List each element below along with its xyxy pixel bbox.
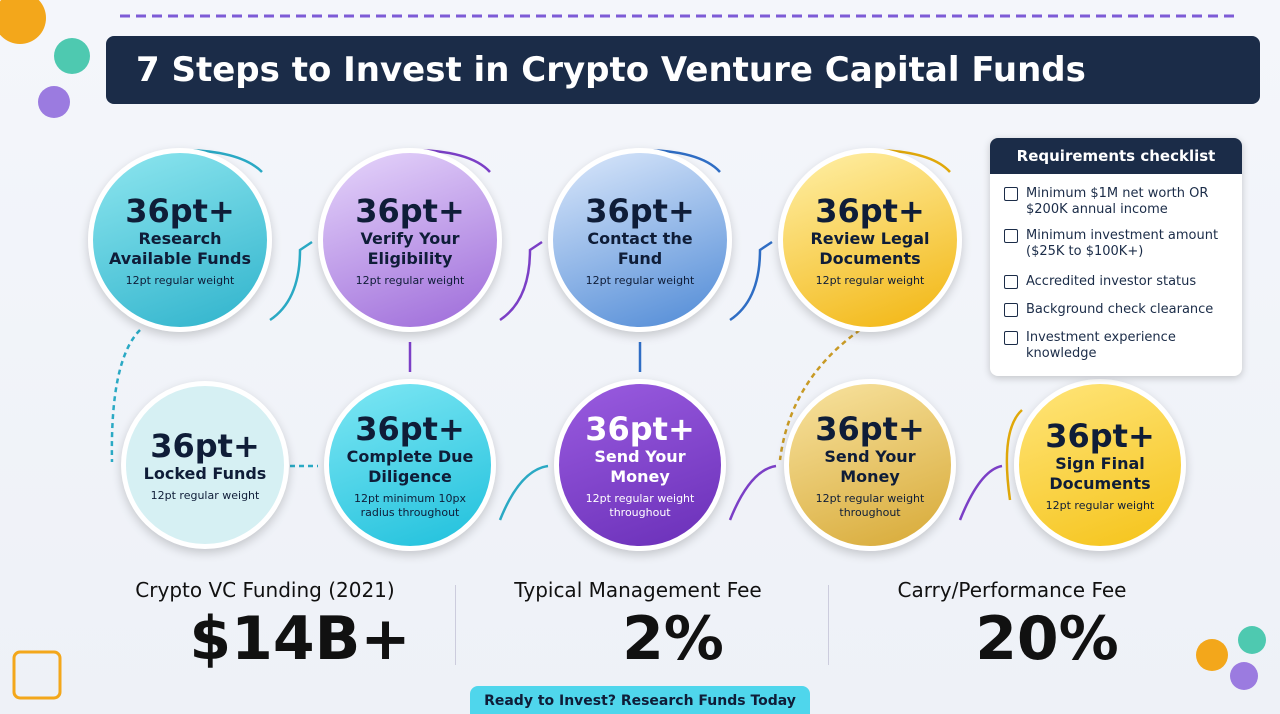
checklist-item: Background check clearance: [1004, 302, 1224, 318]
cta-button[interactable]: Ready to Invest? Research Funds Today: [470, 686, 810, 714]
step-name: Locked Funds: [143, 463, 267, 483]
step-size: 36pt+: [125, 191, 235, 230]
step-name: Send Your Money: [824, 446, 916, 486]
step-name: Research Available Funds: [108, 228, 252, 268]
step-name: Contact the Fund: [587, 228, 693, 268]
step-note: 12pt regular weight: [125, 273, 235, 287]
step-size: 36pt+: [815, 409, 925, 448]
stat: Typical Management Fee 2%: [458, 578, 818, 674]
stat-label: Crypto VC Funding (2021): [135, 578, 395, 602]
stat: Crypto VC Funding (2021) $14B+: [85, 578, 445, 674]
step-size: 36pt+: [585, 409, 695, 448]
step-size: 36pt+: [1045, 416, 1155, 455]
step-size: 36pt+: [585, 191, 695, 230]
step-note: 12pt regular weight: [150, 488, 260, 502]
step-circle: 36pt+ Complete Due Diligence 12pt minimum …: [324, 379, 496, 551]
stat: Carry/Performance Fee 20%: [832, 578, 1192, 674]
checklist-item: Investment experience knowledge: [1004, 330, 1224, 362]
step-circle: 36pt+ Contact the Fund 12pt regular weight: [548, 148, 732, 332]
step-name: Complete Due Diligence: [346, 446, 474, 486]
step-note: 12pt regular weight: [355, 273, 465, 287]
stat-value: $14B+: [189, 604, 411, 674]
checklist-title: Requirements checklist: [990, 138, 1242, 174]
checklist-item: Minimum investment amount ($25K to $100K…: [1004, 228, 1224, 260]
checklist-item: Accredited investor status: [1004, 274, 1224, 290]
separator: [828, 585, 829, 665]
step-circle: 36pt+ Send Your Money 12pt regular weight …: [784, 379, 956, 551]
step-circle: 36pt+ Verify Your Eligibility 12pt regular…: [318, 148, 502, 332]
stat-value: 20%: [975, 604, 1119, 674]
step-name: Send Your Money: [594, 446, 686, 486]
title: 7 Steps to Invest in Crypto Venture Capi…: [106, 36, 1260, 104]
step-note: 12pt regular weight: [815, 273, 925, 287]
step-circle: 36pt+ Sign Final Documents 12pt regular we…: [1014, 379, 1186, 551]
checklist: Requirements checklist Minimum $1M net w…: [990, 138, 1242, 376]
step-name: Sign Final Documents: [1049, 453, 1151, 493]
step-circle: 36pt+ Locked Funds 12pt regular weight: [121, 381, 289, 549]
step-note: 12pt regular weight: [1045, 498, 1155, 512]
step-circle: 36pt+ Send Your Money 12pt regular weight …: [554, 379, 726, 551]
step-circle: 36pt+ Research Available Funds 12pt regula…: [88, 148, 272, 332]
step-size: 36pt+: [355, 191, 465, 230]
stat-label: Typical Management Fee: [514, 578, 762, 602]
step-note: 12pt regular weight throughout: [815, 491, 925, 519]
separator: [455, 585, 456, 665]
stat-label: Carry/Performance Fee: [897, 578, 1127, 602]
step-note: 12pt minimum 10px radius throughout: [354, 491, 466, 519]
step-note: 12pt regular weight throughout: [585, 491, 695, 519]
stat-value: 2%: [622, 604, 724, 674]
step-name: Verify Your Eligibility: [360, 228, 460, 268]
step-size: 36pt+: [355, 409, 465, 448]
step-size: 36pt+: [815, 191, 925, 230]
step-name: Review Legal Documents: [810, 228, 930, 268]
step-circle: 36pt+ Review Legal Documents 12pt regular …: [778, 148, 962, 332]
step-note: 12pt regular weight: [585, 273, 695, 287]
checklist-item: Minimum $1M net worth OR $200K annual in…: [1004, 186, 1224, 218]
step-size: 36pt+: [150, 426, 260, 465]
